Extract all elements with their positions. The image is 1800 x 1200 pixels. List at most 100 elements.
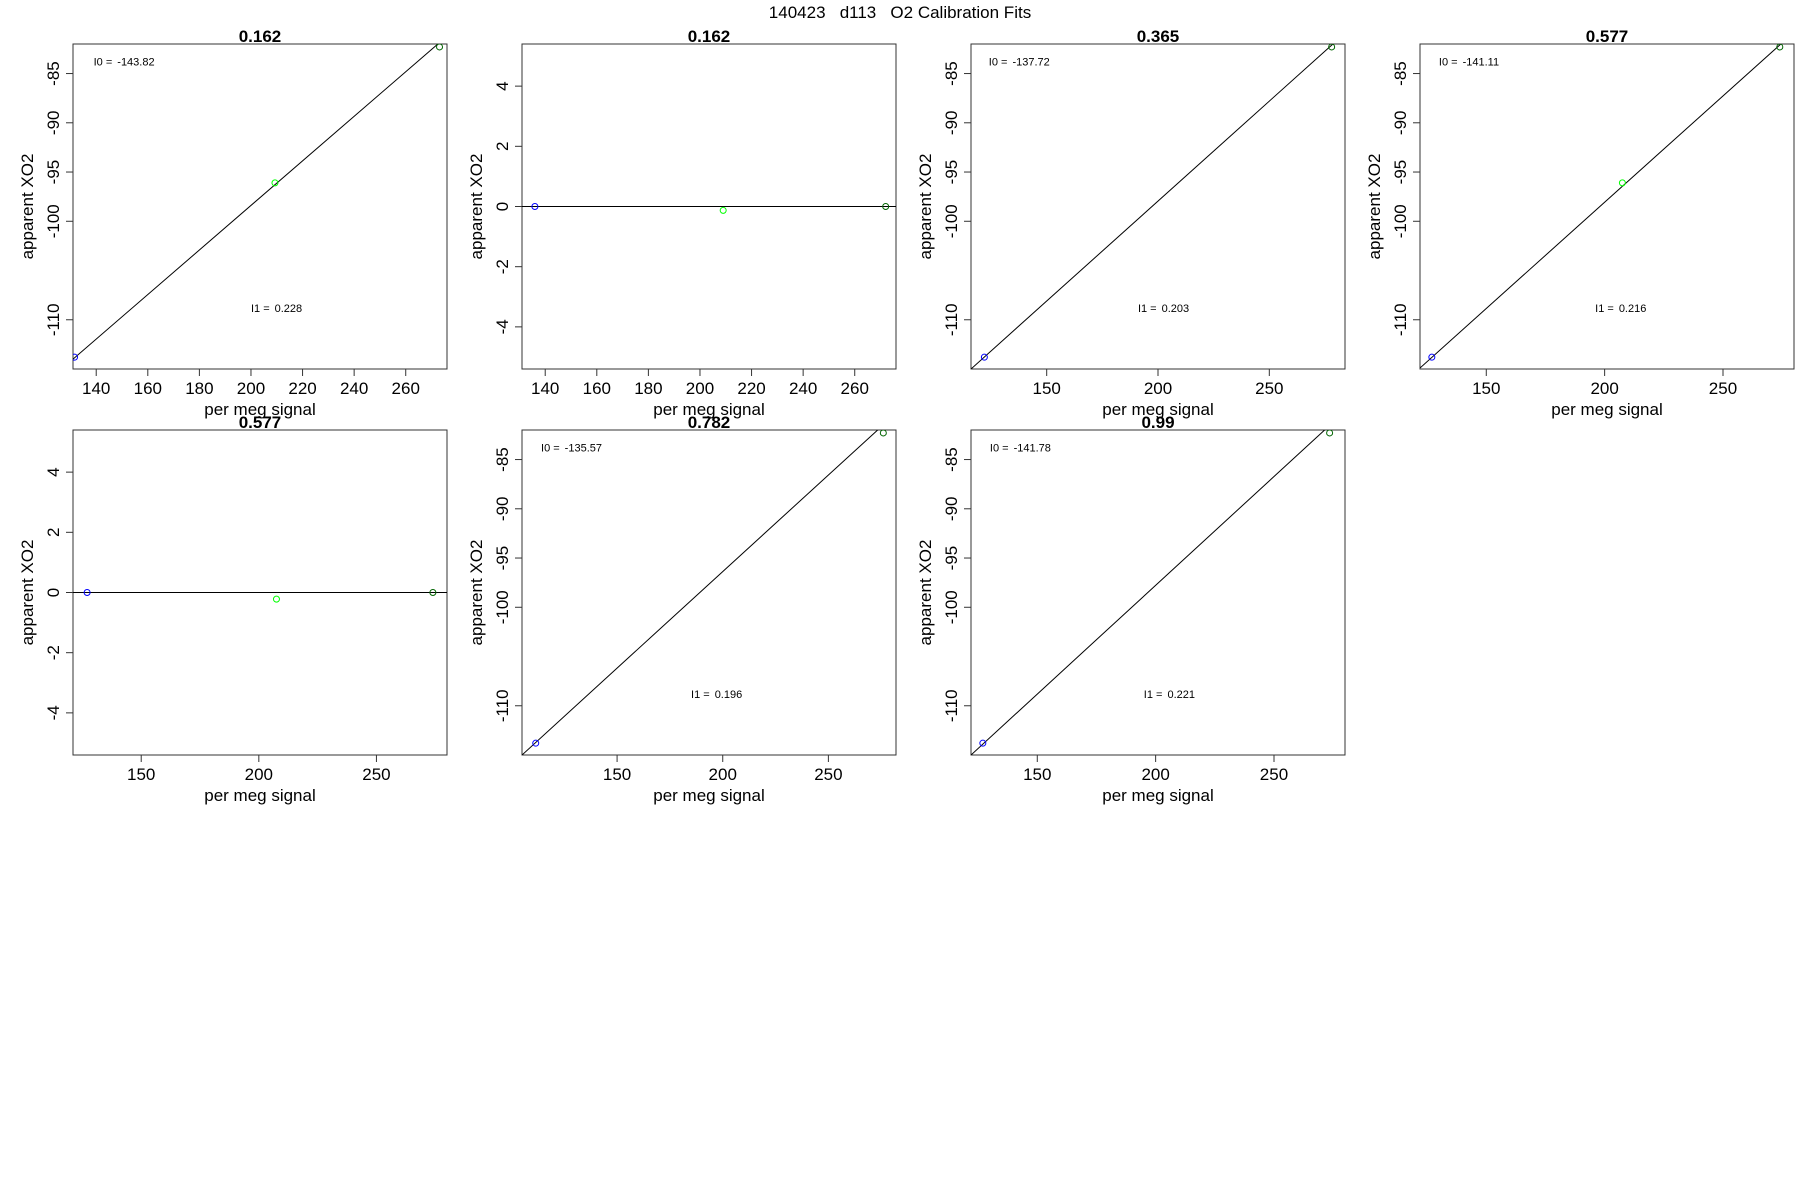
data-point bbox=[1326, 430, 1334, 437]
x-axis-label: per meg signal bbox=[653, 400, 765, 419]
panel-5: 0.577 150 200 250 4 2 0 -2 -4 per meg signal appar… bbox=[18, 413, 448, 805]
annotation-label: I1 = bbox=[1595, 303, 1614, 315]
panel-4: 0.577 150 200 250 -85 -90 -95 -100 -110 per meg s… bbox=[1365, 27, 1795, 419]
y-tick-label: -85 bbox=[1391, 61, 1410, 86]
y-axis-label: apparent XO2 bbox=[18, 154, 37, 260]
fit-line bbox=[971, 44, 1334, 369]
y-tick-label: -110 bbox=[493, 689, 512, 722]
y-axis-label: apparent XO2 bbox=[916, 540, 935, 646]
y-tick-label: -95 bbox=[942, 546, 961, 571]
fit-annotation: I0 = -141.11 bbox=[1439, 57, 1499, 69]
x-tick-label: 150 bbox=[1472, 379, 1500, 398]
y-tick-label: -100 bbox=[942, 204, 961, 238]
y-axis-label: apparent XO2 bbox=[18, 540, 37, 646]
x-tick-label: 200 bbox=[1144, 379, 1172, 398]
x-tick-label: 250 bbox=[1255, 379, 1283, 398]
x-tick-label: 250 bbox=[814, 765, 842, 784]
fit-line bbox=[1420, 44, 1782, 369]
x-tick-label: 220 bbox=[737, 379, 765, 398]
panel-title: 0.162 bbox=[688, 27, 731, 46]
y-tick-label: -90 bbox=[942, 496, 961, 521]
annotation-value: 0.196 bbox=[715, 689, 743, 701]
figure-title: 140423 d113 O2 Calibration Fits bbox=[769, 3, 1031, 22]
panel-title: 0.577 bbox=[1586, 27, 1629, 46]
data-point bbox=[980, 353, 988, 361]
x-tick-label: 260 bbox=[392, 379, 420, 398]
panel-title: 0.99 bbox=[1141, 413, 1174, 432]
panel-3: 0.365 150 200 250 -85 -90 -95 -100 -110 per meg s… bbox=[916, 27, 1346, 419]
plot-frame bbox=[970, 43, 1346, 370]
x-axis-label: per meg signal bbox=[204, 786, 316, 805]
fit-line bbox=[73, 44, 439, 360]
y-tick-label: -4 bbox=[493, 319, 512, 334]
x-tick-label: 240 bbox=[340, 379, 368, 398]
panel-6: 0.782 150 200 250 -85 -90 -95 -100 -110 per meg s… bbox=[467, 413, 897, 805]
annotation-value: 0.203 bbox=[1162, 303, 1190, 315]
y-tick-label: -90 bbox=[493, 496, 512, 521]
y-axis-label: apparent XO2 bbox=[467, 540, 486, 646]
fit-annotation: I1 = 0.196 bbox=[691, 689, 742, 701]
data-point bbox=[73, 353, 79, 361]
data-layer bbox=[522, 430, 887, 755]
y-tick-label: -85 bbox=[44, 61, 63, 86]
x-tick-label: 250 bbox=[362, 765, 390, 784]
y-axis-label: apparent XO2 bbox=[916, 154, 935, 260]
x-tick-label: 240 bbox=[789, 379, 817, 398]
annotation-value: -137.72 bbox=[1012, 57, 1049, 69]
panel-7: 0.99 150 200 250 -85 -90 -95 -100 -110 per meg si… bbox=[916, 413, 1346, 805]
y-tick-label: -85 bbox=[942, 447, 961, 472]
data-point bbox=[1618, 179, 1626, 187]
plot-frame bbox=[521, 429, 897, 756]
x-tick-label: 150 bbox=[1033, 379, 1061, 398]
annotation-label: I0 = bbox=[1439, 57, 1458, 69]
panel-title: 0.782 bbox=[688, 413, 731, 432]
fit-annotation: I1 = 0.221 bbox=[1144, 689, 1195, 701]
y-axis-label: apparent XO2 bbox=[1365, 154, 1384, 260]
data-point bbox=[882, 203, 890, 210]
annotation-value: -141.78 bbox=[1014, 443, 1051, 455]
annotation-value: 0.228 bbox=[275, 303, 303, 315]
plot-frame bbox=[1419, 43, 1795, 370]
y-tick-label: 0 bbox=[493, 202, 512, 211]
panel-2: 0.162 140 160 180 200 220 240 260 4 2 0 -2 -4 per meg… bbox=[467, 27, 897, 419]
x-tick-label: 180 bbox=[634, 379, 662, 398]
y-tick-label: -100 bbox=[1391, 204, 1410, 238]
fit-annotation: I0 = -137.72 bbox=[989, 57, 1050, 69]
data-layer bbox=[971, 44, 1336, 369]
y-tick-label: -95 bbox=[1391, 160, 1410, 185]
x-tick-label: 150 bbox=[1023, 765, 1051, 784]
x-tick-label: 180 bbox=[185, 379, 213, 398]
x-tick-label: 200 bbox=[1590, 379, 1618, 398]
data-point bbox=[879, 430, 887, 437]
plot-frame bbox=[970, 429, 1346, 756]
x-tick-label: 200 bbox=[237, 379, 265, 398]
panel-title: 0.162 bbox=[239, 27, 282, 46]
y-tick-label: -110 bbox=[1391, 303, 1410, 336]
x-tick-label: 140 bbox=[82, 379, 110, 398]
y-tick-label: 2 bbox=[44, 528, 63, 537]
annotation-label: I0 = bbox=[989, 57, 1008, 69]
y-tick-label: -4 bbox=[44, 705, 63, 720]
data-point bbox=[429, 589, 437, 596]
x-tick-label: 140 bbox=[531, 379, 559, 398]
fit-annotation: I0 = -141.78 bbox=[990, 443, 1051, 455]
y-tick-label: 4 bbox=[493, 81, 512, 90]
y-tick-label: -90 bbox=[44, 110, 63, 135]
y-tick-label: -110 bbox=[44, 303, 63, 336]
annotation-label: I1 = bbox=[1144, 689, 1163, 701]
fit-annotation: I1 = 0.228 bbox=[251, 303, 302, 315]
panel-1: 0.162 140 160 180 200 220 240 260 -85 -90 -95 -100 -… bbox=[18, 27, 448, 419]
x-axis-label: per meg signal bbox=[653, 786, 765, 805]
y-tick-label: -2 bbox=[44, 645, 63, 660]
data-point bbox=[1776, 44, 1784, 51]
data-layer bbox=[73, 44, 444, 361]
data-point bbox=[83, 589, 91, 596]
panel-title: 0.365 bbox=[1137, 27, 1180, 46]
y-tick-label: -95 bbox=[44, 160, 63, 185]
plot-frame bbox=[72, 43, 448, 370]
annotation-label: I0 = bbox=[990, 443, 1009, 455]
x-tick-label: 160 bbox=[134, 379, 162, 398]
y-tick-label: -110 bbox=[942, 689, 961, 722]
x-axis-label: per meg signal bbox=[1102, 400, 1214, 419]
